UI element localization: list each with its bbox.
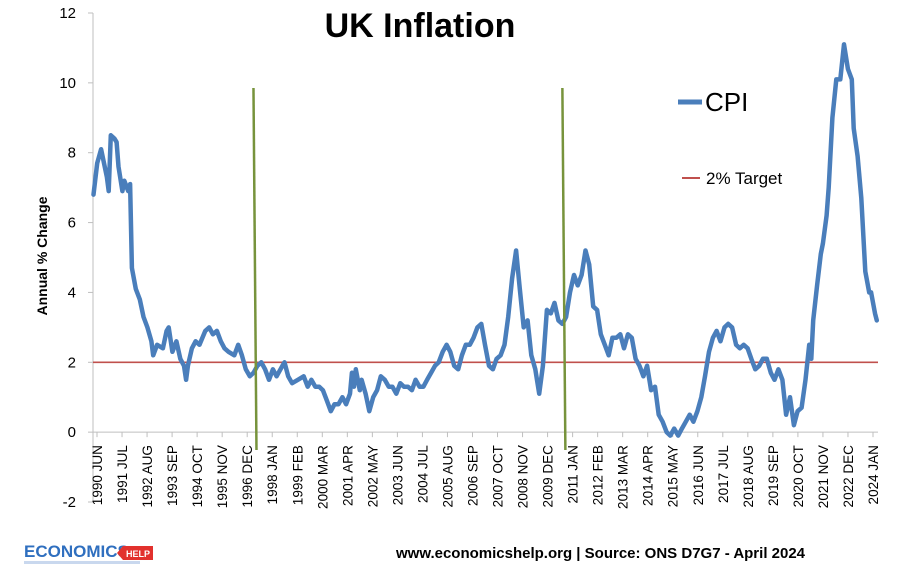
logo-underline xyxy=(24,561,140,564)
x-tick-label: 2000 MAR xyxy=(315,445,330,509)
x-tick-label: 1992 AUG xyxy=(140,445,155,507)
logo-text: ECONOMICS xyxy=(24,542,129,561)
logo-badge-shape xyxy=(117,546,153,560)
logo-badge-text: HELP xyxy=(126,549,150,559)
y-tick-label: 0 xyxy=(68,424,76,441)
vertical-markers xyxy=(252,87,567,451)
legend-cpi-label: CPI xyxy=(705,87,748,117)
x-tick-label: 1999 FEB xyxy=(290,445,305,505)
chart-title: UK Inflation xyxy=(325,7,516,45)
x-tick-label: 2014 APR xyxy=(641,445,656,506)
vertical-marker-line xyxy=(561,87,567,451)
series-lines xyxy=(91,42,880,438)
x-tick-label: 2007 OCT xyxy=(491,445,506,507)
economics-help-logo: ECONOMICS HELP xyxy=(24,542,153,564)
x-tick-label: 2024 JAN xyxy=(866,445,881,504)
x-tick-label: 2005 AUG xyxy=(440,445,455,507)
y-tick-label: -2 xyxy=(63,494,76,511)
x-tick-label: 1991 JUL xyxy=(115,445,130,503)
x-tick-label: 1998 JAN xyxy=(265,445,280,504)
y-tick-labels: -2 0 2 4 6 8 10 12 xyxy=(59,5,93,511)
x-tick-label: 2018 AUG xyxy=(741,445,756,507)
y-tick-label: 8 xyxy=(68,145,76,162)
y-tick-label: 4 xyxy=(68,284,76,301)
x-tick-label: 2009 DEC xyxy=(541,445,556,508)
x-tick-label: 2002 MAY xyxy=(365,445,380,507)
x-tick-label: 2016 JUN xyxy=(691,445,706,505)
x-tick-label: 2021 NOV xyxy=(816,445,831,508)
x-tick-label: 1996 DEC xyxy=(240,445,255,508)
axes xyxy=(92,13,878,502)
x-tick-label: 2008 NOV xyxy=(516,445,531,508)
cpi-line xyxy=(91,42,880,438)
x-tick-label: 1990 JUN xyxy=(90,445,105,505)
y-tick-label: 10 xyxy=(59,75,76,92)
x-tick-label: 2019 SEP xyxy=(766,445,781,506)
x-tick-labels: 1990 JUN 1991 JUL 1992 AUG 1993 SEP 1994 OCT… xyxy=(90,432,881,509)
legend-target-label: 2% Target xyxy=(706,169,783,188)
x-tick-label: 2012 FEB xyxy=(591,445,606,505)
x-tick-label: 2003 JUN xyxy=(390,445,405,505)
y-tick-label: 6 xyxy=(68,215,76,232)
vertical-marker-line xyxy=(252,87,258,451)
x-tick-label: 1995 NOV xyxy=(215,445,230,508)
x-tick-label: 2013 MAR xyxy=(616,445,631,509)
x-tick-label: 2011 JAN xyxy=(566,445,581,503)
x-tick-label: 2015 MAY xyxy=(666,445,681,507)
x-tick-label: 2022 DEC xyxy=(841,445,856,508)
y-tick-label: 2 xyxy=(68,354,76,371)
y-axis-label: Annual % Change xyxy=(34,196,50,315)
legend: CPI 2% Target xyxy=(678,87,783,188)
x-tick-label: 1994 OCT xyxy=(190,445,205,507)
x-tick-label: 1993 SEP xyxy=(165,445,180,506)
x-tick-label: 2017 JUL xyxy=(716,445,731,503)
x-tick-label: 2001 APR xyxy=(340,445,355,506)
x-tick-label: 2006 SEP xyxy=(465,445,480,506)
x-tick-label: 2004 JUL xyxy=(415,445,430,503)
y-tick-label: 12 xyxy=(59,5,76,22)
source-footer: www.economicshelp.org | Source: ONS D7G7… xyxy=(395,545,806,562)
x-tick-label: 2020 OCT xyxy=(791,445,806,507)
